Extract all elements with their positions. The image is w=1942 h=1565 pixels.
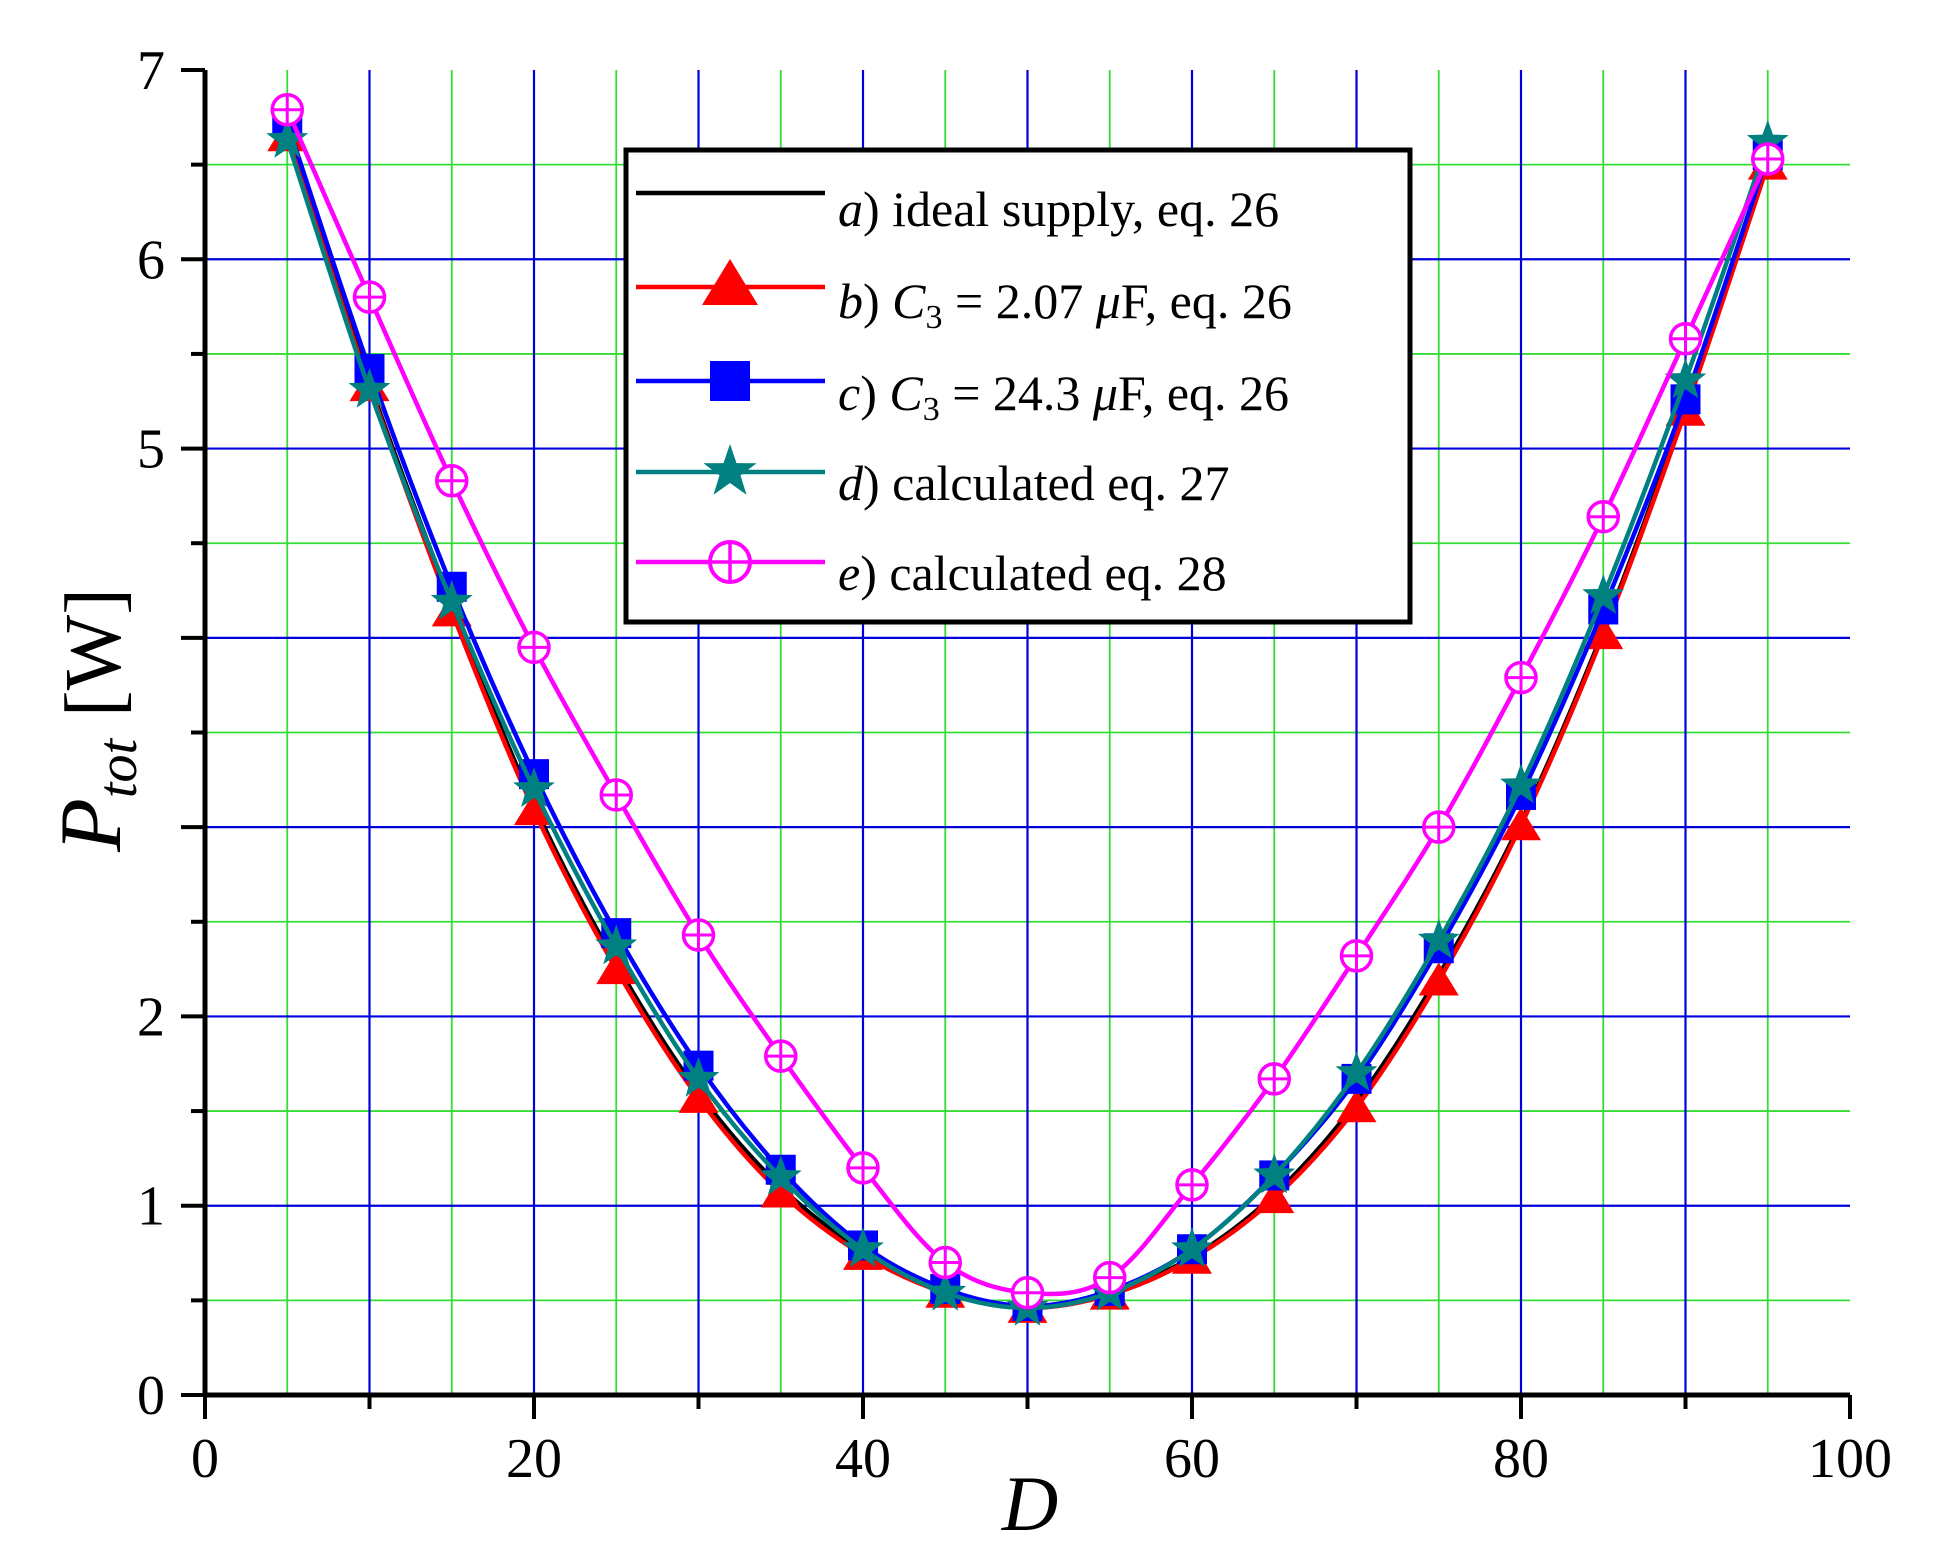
y-tick-label: 7 bbox=[137, 40, 165, 102]
data-point-d bbox=[1500, 763, 1542, 804]
x-tick-label: 40 bbox=[835, 1428, 891, 1490]
data-point-b bbox=[678, 1079, 719, 1113]
legend-var-b: C bbox=[892, 273, 926, 329]
legend-unit-c: F, eq. 26 bbox=[1118, 365, 1289, 421]
legend-sub-c: 3 bbox=[923, 391, 940, 428]
y-tick-label: 0 bbox=[137, 1365, 165, 1427]
data-point-e bbox=[599, 778, 633, 812]
y-axis-title: Ptot [W] bbox=[43, 588, 149, 853]
legend-mu-c: μ bbox=[1092, 365, 1118, 421]
data-point-d bbox=[266, 118, 309, 158]
data-point-d bbox=[595, 924, 638, 965]
data-point-b bbox=[1418, 962, 1459, 996]
data-point-b bbox=[1501, 807, 1541, 841]
legend-var-c: C bbox=[889, 365, 923, 421]
legend-mu-b: μ bbox=[1095, 273, 1121, 329]
data-point-d bbox=[1335, 1051, 1378, 1091]
data-point-d bbox=[1253, 1153, 1296, 1194]
data-point-e bbox=[270, 93, 304, 127]
y-tick-label: 5 bbox=[137, 419, 165, 481]
data-point-e bbox=[1751, 142, 1785, 176]
legend-marker-e bbox=[708, 540, 752, 584]
data-point-d bbox=[348, 367, 391, 408]
legend-samples bbox=[636, 190, 825, 584]
legend-letter-a: a bbox=[838, 181, 863, 237]
data-point-d bbox=[513, 767, 555, 808]
legend-box bbox=[623, 147, 1413, 625]
data-point-d bbox=[759, 1155, 802, 1196]
y-axis-title-unit: [W] bbox=[50, 588, 138, 717]
data-point-e bbox=[1175, 1168, 1209, 1202]
data-point-e bbox=[1339, 939, 1374, 973]
legend-pre-b: ) bbox=[863, 273, 892, 329]
data-point-d bbox=[1417, 918, 1460, 959]
legend-letter-d: d bbox=[838, 455, 864, 511]
data-point-d bbox=[1582, 574, 1625, 614]
legend-letter-e: e bbox=[838, 545, 860, 601]
data-point-d bbox=[1664, 358, 1707, 399]
y-tick-label: 1 bbox=[137, 1176, 165, 1238]
legend-label-e: e) calculated eq. 28 bbox=[838, 545, 1227, 601]
series-layer bbox=[266, 93, 1789, 1326]
y-axis-title-main: P bbox=[43, 798, 140, 853]
y-axis-title-sub: tot bbox=[87, 738, 149, 799]
data-point-e bbox=[435, 464, 469, 498]
legend-marker-d bbox=[703, 444, 757, 495]
legend-label-a: a) ideal supply, eq. 26 bbox=[838, 181, 1279, 237]
x-tick-label: 0 bbox=[191, 1428, 219, 1490]
data-point-e bbox=[517, 630, 551, 665]
data-point-b bbox=[1336, 1089, 1377, 1123]
legend-text-d: ) calculated eq. 27 bbox=[863, 455, 1229, 511]
legend-pre-c: ) bbox=[860, 365, 889, 421]
legend-label-b: b) C3 = 2.07 μF, eq. 26 bbox=[838, 273, 1292, 336]
legend-letter-c: c bbox=[838, 365, 860, 421]
tick-labels: 0 20 40 60 80 100 0 1 2 5 6 7 bbox=[137, 40, 1892, 1490]
data-point-d bbox=[924, 1270, 967, 1311]
legend-label-d: d) calculated eq. 27 bbox=[838, 455, 1229, 511]
data-point-b bbox=[596, 951, 637, 985]
data-point-b bbox=[760, 1174, 801, 1208]
legend-marker-c bbox=[710, 361, 750, 401]
legend-label-c: c) C3 = 24.3 μF, eq. 26 bbox=[838, 365, 1289, 428]
legend-unit-b: F, eq. 26 bbox=[1121, 273, 1292, 329]
legend-letter-b: b bbox=[838, 273, 863, 329]
data-point-e bbox=[1586, 499, 1620, 534]
data-point-e bbox=[1257, 1062, 1291, 1096]
legend: a) ideal supply, eq. 26 b) C3 = 2.07 μF,… bbox=[623, 147, 1413, 625]
legend-value-b: = 2.07 bbox=[943, 273, 1096, 329]
data-point-b bbox=[1254, 1180, 1295, 1214]
data-point-e bbox=[928, 1245, 962, 1280]
data-point-b bbox=[514, 792, 554, 826]
data-point-e bbox=[764, 1039, 798, 1073]
data-point-d bbox=[430, 579, 473, 620]
x-tick-label: 100 bbox=[1808, 1428, 1892, 1490]
data-point-d bbox=[1746, 119, 1789, 160]
data-point-e bbox=[352, 280, 387, 314]
data-point-e bbox=[1504, 660, 1538, 695]
legend-text-a: ) ideal supply, eq. 26 bbox=[863, 181, 1279, 237]
legend-sub-b: 3 bbox=[926, 299, 943, 336]
legend-text-e: ) calculated eq. 28 bbox=[860, 545, 1226, 601]
data-point-e bbox=[1010, 1276, 1045, 1310]
x-tick-label: 80 bbox=[1493, 1428, 1549, 1490]
x-tick-label: 60 bbox=[1164, 1428, 1220, 1490]
series-e bbox=[270, 93, 1785, 1310]
axes bbox=[181, 68, 1852, 1419]
y-tick-label: 2 bbox=[137, 986, 165, 1048]
data-point-e bbox=[1093, 1260, 1127, 1295]
data-point-d bbox=[1171, 1227, 1213, 1267]
data-point-d bbox=[677, 1056, 720, 1097]
data-point-e bbox=[1422, 810, 1456, 844]
x-axis-title: D bbox=[1001, 1460, 1058, 1547]
y-tick-label: 6 bbox=[137, 229, 165, 291]
data-point-e bbox=[846, 1151, 880, 1185]
x-tick-label: 20 bbox=[506, 1428, 562, 1490]
data-point-e bbox=[681, 918, 716, 952]
data-point-d bbox=[842, 1227, 884, 1267]
legend-marker-b bbox=[702, 259, 758, 305]
legend-value-c: = 24.3 bbox=[940, 365, 1093, 421]
data-point-e bbox=[1668, 322, 1703, 356]
data-point-b bbox=[1583, 616, 1624, 650]
